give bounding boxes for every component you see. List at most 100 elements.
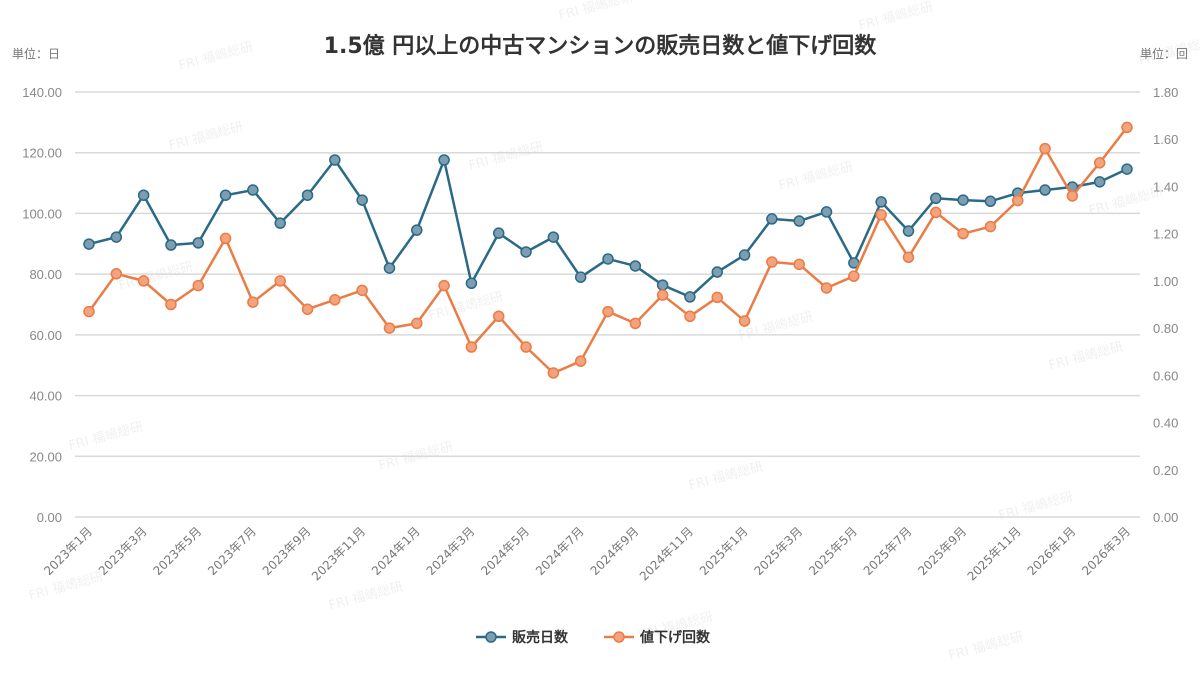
data-point-1 — [574, 271, 587, 283]
data-point-1 — [83, 238, 95, 250]
data-point-1 — [738, 249, 751, 261]
watermark: FRI 福嶋総研 — [777, 160, 855, 194]
right-axis-unit: 単位：回 — [1139, 47, 1188, 61]
data-point-2 — [165, 298, 177, 311]
data-point-2 — [411, 317, 423, 330]
data-point-2 — [301, 303, 314, 315]
x-axis-tick: 2024年1月 — [369, 524, 423, 578]
data-point-1 — [110, 231, 123, 243]
data-point-1 — [492, 227, 505, 239]
data-point-1 — [329, 154, 341, 166]
x-axis-tick: 2025年7月 — [861, 524, 915, 578]
data-point-2 — [875, 209, 887, 221]
legend-label-1: 販売日数 — [512, 629, 569, 646]
x-axis-tick: 2025年3月 — [751, 524, 805, 578]
x-axis-tick: 2023年5月 — [151, 524, 205, 578]
watermark: FRI 福嶋総研 — [1047, 340, 1125, 374]
data-point-2 — [930, 206, 942, 219]
data-point-1 — [656, 279, 669, 291]
chart-title: 1.5億 円以上の中古マンションの販売日数と値下げ回数 — [323, 34, 877, 59]
data-point-1 — [902, 225, 915, 237]
right-axis-tick: 1.20 — [1153, 227, 1178, 242]
x-axis-tick: 2023年1月 — [41, 524, 95, 578]
watermark: FRI 福嶋総研 — [27, 570, 105, 604]
data-point-2 — [465, 341, 478, 353]
data-point-1 — [1039, 184, 1051, 196]
data-point-1 — [465, 277, 478, 289]
data-point-2 — [984, 220, 997, 233]
data-point-1 — [301, 189, 314, 201]
data-point-1 — [711, 266, 724, 278]
data-point-1 — [520, 246, 532, 258]
data-point-2 — [574, 355, 587, 367]
data-point-2 — [711, 291, 724, 304]
left-axis-tick: 0.00 — [37, 510, 62, 525]
data-point-1 — [766, 213, 778, 225]
data-point-1 — [356, 194, 368, 206]
watermark: FRI 福嶋総研 — [1137, 35, 1200, 69]
left-axis-tick: 80.00 — [29, 267, 62, 282]
data-point-2 — [274, 275, 286, 287]
data-point-2 — [957, 227, 969, 240]
right-axis-tick: 1.60 — [1153, 132, 1178, 147]
x-axis-tick: 2023年11月 — [309, 524, 368, 583]
left-axis-tick: 20.00 — [29, 449, 62, 464]
data-point-1 — [957, 194, 969, 206]
data-point-2 — [83, 305, 95, 318]
data-point-2 — [547, 367, 560, 379]
data-point-2 — [438, 279, 450, 292]
data-point-2 — [656, 289, 669, 301]
data-point-2 — [329, 294, 341, 306]
data-point-1 — [547, 231, 560, 243]
x-axis-tick: 2026年3月 — [1079, 524, 1133, 578]
right-axis-tick: 1.40 — [1153, 179, 1178, 194]
watermark: FRI 福嶋総研 — [857, 0, 935, 34]
watermark: FRI 福嶋総研 — [67, 420, 145, 454]
left-axis-tick: 40.00 — [29, 389, 62, 404]
data-point-1 — [684, 291, 696, 303]
right-axis-tick: 0.00 — [1153, 510, 1178, 525]
data-point-2 — [1066, 190, 1079, 202]
data-point-2 — [848, 270, 860, 282]
data-point-1 — [629, 260, 642, 272]
watermark: FRI 福嶋総研 — [557, 0, 635, 24]
data-point-2 — [356, 284, 368, 297]
right-axis-tick: 1.00 — [1153, 274, 1178, 289]
x-axis-tick: 2025年11月 — [965, 524, 1024, 583]
right-axis-tick: 0.80 — [1153, 321, 1178, 336]
data-point-1 — [602, 253, 614, 265]
right-axis-tick: 1.80 — [1153, 85, 1178, 100]
watermark: FRI 福嶋総研 — [167, 120, 245, 154]
data-point-1 — [192, 237, 205, 249]
x-axis-tick: 2023年7月 — [205, 524, 259, 578]
watermark: FRI 福嶋総研 — [687, 460, 765, 494]
right-axis-tick: 0.60 — [1153, 368, 1178, 383]
left-axis-tick: 60.00 — [29, 328, 62, 343]
data-point-1 — [875, 196, 887, 208]
series-line-2 — [87, 126, 1128, 375]
legend-marker-1 — [485, 631, 497, 643]
series-line-1 — [88, 158, 1128, 299]
x-axis-tick: 2025年1月 — [697, 524, 751, 578]
data-point-1 — [383, 262, 396, 274]
data-point-2 — [629, 317, 642, 330]
right-axis-tick: 0.40 — [1153, 416, 1178, 431]
data-point-1 — [1093, 176, 1106, 188]
data-point-1 — [219, 189, 232, 201]
watermark: FRI 福嶋総研 — [947, 630, 1025, 664]
data-point-2 — [383, 322, 396, 334]
data-point-2 — [1011, 194, 1024, 207]
data-point-1 — [438, 154, 450, 166]
data-point-2 — [902, 251, 915, 264]
data-point-1 — [984, 195, 997, 208]
data-point-1 — [247, 184, 259, 196]
data-point-1 — [137, 189, 150, 201]
watermark: FRI 福嶋総研 — [997, 490, 1075, 524]
x-axis-tick: 2023年9月 — [260, 524, 314, 578]
data-point-2 — [520, 341, 532, 353]
legend-marker-2 — [613, 631, 625, 643]
data-point-1 — [274, 217, 286, 229]
data-point-2 — [219, 232, 232, 245]
x-axis-tick: 2026年1月 — [1025, 524, 1079, 578]
data-point-2 — [1039, 142, 1051, 155]
